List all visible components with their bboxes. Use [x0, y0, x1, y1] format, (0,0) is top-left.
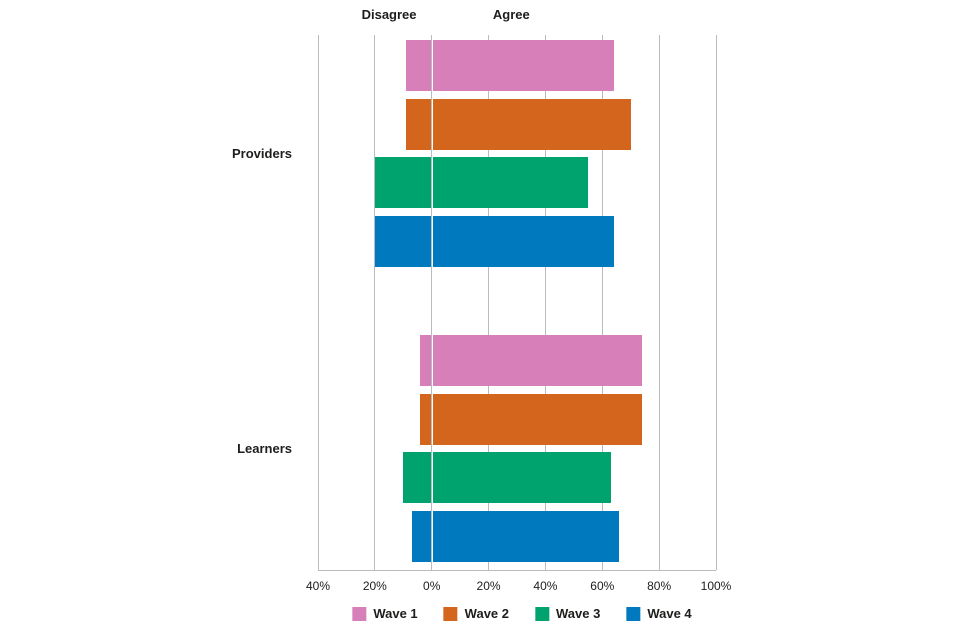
legend-swatch-wave-2 [443, 606, 458, 621]
bar-learners-wave-1-agree [432, 335, 643, 386]
x-tick-label-40pct-0: 40% [305, 579, 331, 593]
gridline-20pct-3 [488, 35, 490, 570]
gridline-80pct-6 [658, 35, 660, 570]
y-axis-label-learners: Learners [237, 440, 292, 456]
legend-swatch-wave-1 [352, 606, 367, 621]
bar-providers-wave-3-disagree [374, 157, 431, 209]
bar-providers-wave-2-agree [432, 98, 631, 150]
x-tick-label-60pct-5: 60% [590, 579, 615, 593]
bar-learners-wave-3-agree [432, 452, 611, 504]
legend-label-wave-4: Wave 4 [647, 606, 692, 621]
legend-swatch-wave-3 [535, 606, 549, 621]
bar-learners-wave-1-disagree [420, 335, 431, 386]
legend: Wave 1 Wave 2 Wave 3 Wave 4 [352, 606, 692, 621]
plot-area [317, 35, 717, 571]
gridline-40pct-0 [317, 35, 319, 570]
bar-learners-wave-2-disagree [420, 393, 431, 445]
bar-providers-wave-4-disagree [374, 216, 431, 268]
bar-learners-wave-2-agree [432, 393, 643, 445]
gridline-0pct-2 [431, 35, 433, 570]
x-axis-line [318, 570, 716, 571]
legend-swatch-wave-4 [626, 606, 641, 621]
bar-learners-wave-3-disagree [403, 452, 431, 504]
legend-item-wave-1: Wave 1 [352, 606, 418, 621]
bar-providers-wave-4-agree [432, 216, 614, 268]
bar-providers-wave-3-agree [432, 157, 589, 209]
gridline-40pct-4 [544, 35, 546, 570]
header-agree: Agree [492, 7, 530, 22]
legend-item-wave-3: Wave 3 [535, 606, 600, 621]
x-tick-label-40pct-4: 40% [533, 579, 558, 593]
x-tick-label-80pct-6: 80% [647, 579, 672, 593]
x-tick-label-20pct-3: 20% [476, 579, 501, 593]
gridline-60pct-5 [601, 35, 603, 570]
x-tick-label-20pct-1: 20% [362, 579, 387, 593]
bar-learners-wave-4-agree [432, 511, 620, 563]
bar-learners-wave-4-disagree [411, 511, 431, 563]
y-axis-label-providers: Providers [232, 145, 292, 161]
bar-providers-wave-1-disagree [406, 40, 431, 91]
x-tick-label-0pct-2: 0% [423, 579, 441, 593]
x-tick-label-100pct-7: 100% [700, 579, 732, 593]
header-disagree: Disagree [361, 7, 417, 22]
legend-label-wave-2: Wave 2 [464, 606, 509, 621]
gridline-20pct-1 [374, 35, 376, 570]
legend-item-wave-2: Wave 2 [443, 606, 509, 621]
gridline-100pct-7 [715, 35, 717, 570]
bar-providers-wave-1-agree [432, 40, 614, 91]
bar-providers-wave-2-disagree [406, 98, 431, 150]
legend-item-wave-4: Wave 4 [626, 606, 692, 621]
legend-label-wave-3: Wave 3 [556, 606, 601, 621]
legend-label-wave-1: Wave 1 [373, 606, 418, 621]
